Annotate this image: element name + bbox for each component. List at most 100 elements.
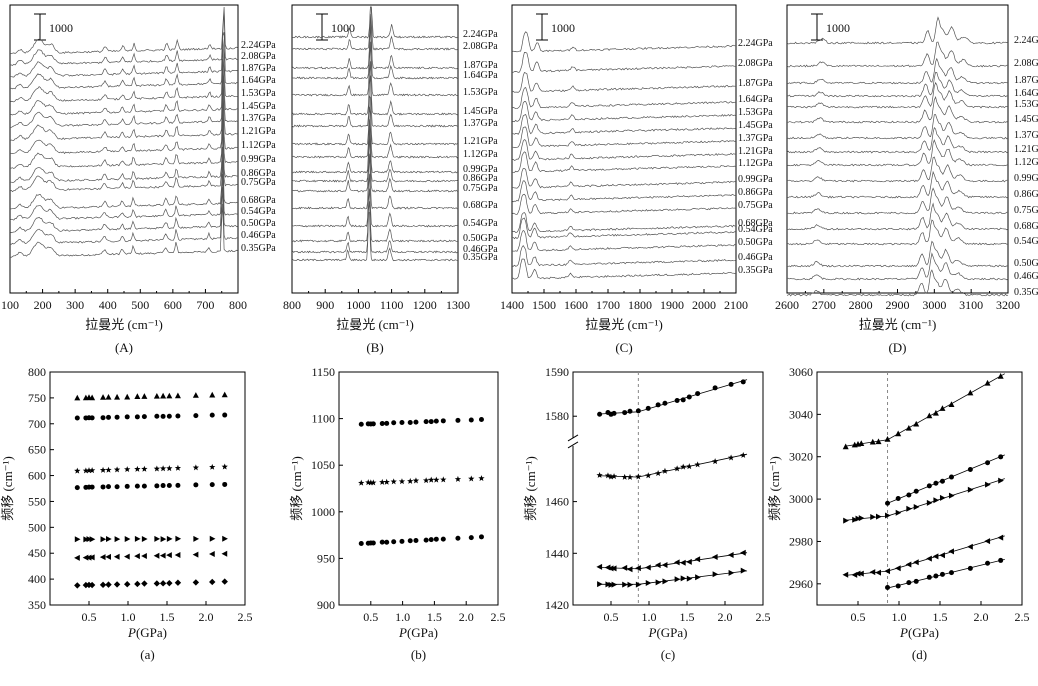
spectrum-line [291,22,459,80]
data-point-triangle-left [192,551,199,558]
x-tick-label: 800 [229,298,247,312]
x-tick-label: 3100 [959,298,983,312]
data-point-triangle-right [106,535,112,542]
spectrum-line [291,125,459,183]
spectrum-line [9,49,239,103]
spectrum-line [511,168,737,189]
data-point-circle [106,484,111,490]
spectrum-line [9,89,239,155]
pressure-label: 0.35GPa [241,243,276,254]
spectrum-line [9,160,239,221]
data-point-circle [193,413,199,419]
y-tick-label: 1440 [545,546,569,560]
spectrum-line [10,101,239,169]
data-point-triangle-up [869,438,876,445]
data-point-circle [134,483,140,489]
x-tick-label: 300 [66,298,84,312]
scatter-panel-b: 0.5 1.0 1.5 2.0 2.5 900 950 1000 1050 1100 1150 P(G… [289,365,506,662]
panel-label: (d) [912,647,927,662]
y-tick-label: 1590 [545,365,569,379]
data-point-star [661,467,669,474]
pressure-label: 0.35GPa [463,252,498,263]
plot-frame [49,371,246,606]
data-point-circle [391,420,397,426]
data-point-circle [423,419,429,425]
data-point-circle [423,537,429,543]
data-point-circle [89,484,95,490]
data-point-triangle-up [166,392,173,399]
data-point-circle [358,541,364,547]
data-point-circle [399,538,405,544]
data-point-star [85,467,93,474]
x-tick-label: 900 [316,298,334,312]
data-point-triangle-up [141,393,148,399]
y-tick-label: 700 [28,417,46,431]
pressure-label: 1.37GPa [738,133,773,144]
data-point-star [134,465,141,472]
data-point-triangle-right [655,579,662,586]
x-tick-label: 400 [99,298,117,312]
data-point-circle [379,421,385,427]
pressure-label: 1.53GPa [463,87,498,98]
y-tick-label: 3040 [789,407,813,421]
y-tick-label: 650 [28,443,46,457]
x-tick-label: 1200 [413,298,437,312]
y-tick-label: 3020 [789,450,813,464]
data-point-diamond [221,578,228,585]
data-point-circle [175,413,181,419]
data-point-circle [154,413,160,419]
x-tick-label: 2.0 [199,610,214,624]
spectrum-line [291,135,459,193]
spectrum-line [786,219,1009,246]
data-point-triangle-left [694,556,701,563]
x-tick-label: 1.0 [642,610,657,624]
fit-line [845,439,888,447]
fit-line [887,454,1005,504]
data-point-star [412,477,420,484]
data-point-triangle-left [596,563,603,570]
pressure-label: 1.37GPa [463,118,498,129]
data-point-triangle-right [160,536,167,543]
data-point-diamond [153,580,161,587]
data-point-circle [370,540,376,546]
data-point-triangle-left [842,571,849,578]
spectrum-panel-D: 2600 2700 2800 2900 3000 3100 3200 拉曼光 (cm⁻¹) (D… [775,4,1038,355]
data-point-circle [455,535,461,541]
y-tick-label: 1000 [311,505,335,519]
pressure-label: 0.35GPa [1014,287,1038,298]
x-tick-label: 1.5 [933,610,948,624]
data-point-triangle-right [89,536,96,543]
data-point-triangle-right [175,535,182,542]
pressure-label: 0.99GPa [463,164,498,175]
pressure-label: 0.86GPa [738,187,773,198]
data-point-star [440,476,447,483]
spectrum-line [511,87,737,110]
data-point-circle [166,482,172,488]
data-point-triangle-right [712,571,719,578]
spectrum-line [511,244,737,267]
data-point-triangle-left [948,548,954,555]
x-axis-label: P(GPa) [648,625,688,640]
data-point-circle [100,415,106,421]
data-point-circle [370,421,376,427]
x-tick-label: 1.5 [680,610,695,624]
spectrum-line [511,258,737,280]
fit-line [887,535,1005,572]
data-point-circle [391,539,397,545]
data-point-circle [468,535,474,541]
data-point-star [454,475,462,482]
data-point-circle [141,414,147,420]
spectrum-line [511,193,737,215]
axis-break-gap [570,437,578,446]
data-point-star [367,479,374,486]
x-tick-label: 2.5 [756,610,771,624]
spectrum-line [511,180,737,203]
spectrum-line [786,41,1009,68]
spectrum-panel-C: 1400 1500 1600 1700 1800 1900 2000 2100 拉曼光 (cm⁻… [500,4,773,355]
data-point-triangle-left [88,554,95,561]
x-tick-label: 1500 [532,298,556,312]
data-point-triangle-right [134,535,141,542]
data-point-triangle-right [86,536,93,543]
x-tick-label: 1000 [346,298,370,312]
data-point-triangle-right [222,535,228,542]
